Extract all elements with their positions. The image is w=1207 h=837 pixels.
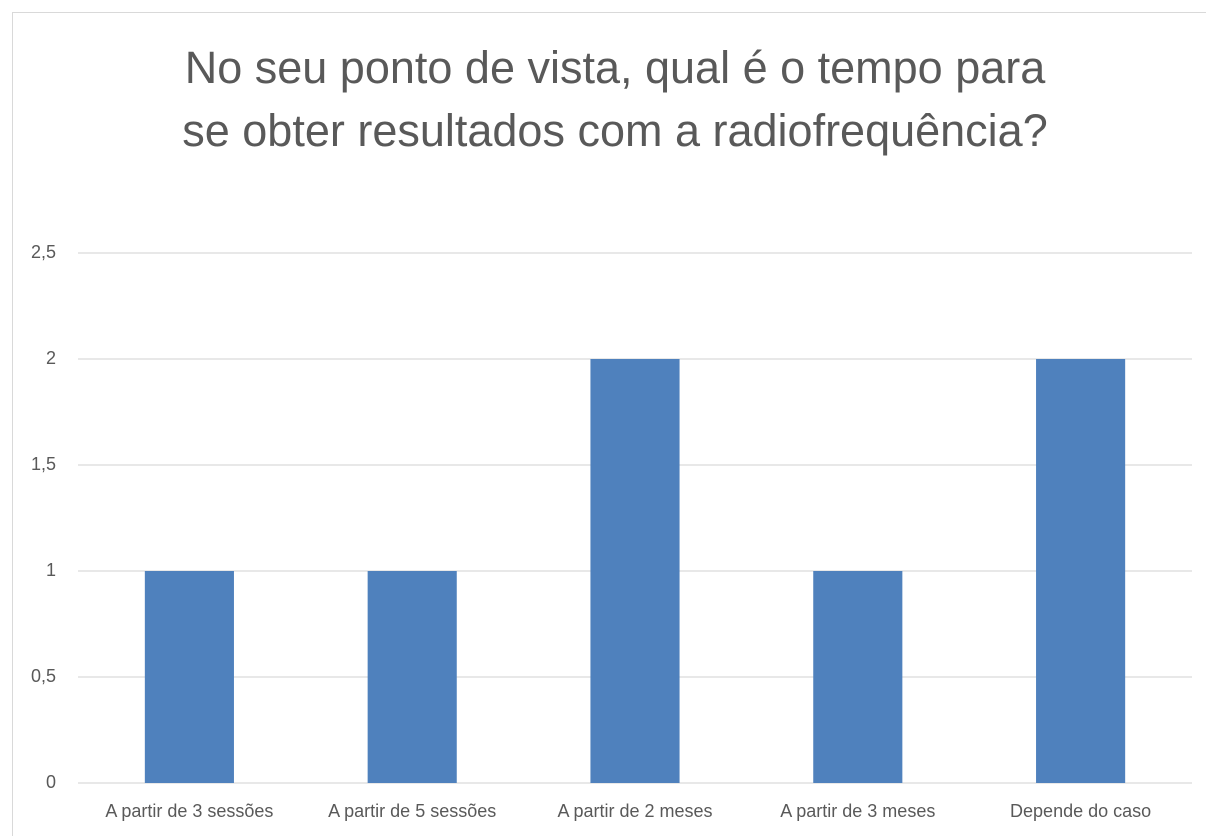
- chart-title: No seu ponto de vista, qual é o tempo pa…: [182, 42, 1048, 156]
- bar: [1036, 359, 1126, 783]
- x-tick-label: A partir de 3 meses: [780, 801, 935, 821]
- bar: [813, 571, 903, 783]
- y-tick-label: 0: [46, 772, 56, 792]
- x-tick-label: A partir de 3 sessões: [105, 801, 273, 821]
- x-tick-label: A partir de 5 sessões: [328, 801, 496, 821]
- bar: [367, 571, 457, 783]
- y-tick-label: 1,5: [31, 454, 56, 474]
- bar: [590, 359, 680, 783]
- y-tick-label: 1: [46, 560, 56, 580]
- x-tick-label: Depende do caso: [1010, 801, 1151, 821]
- y-tick-label: 0,5: [31, 666, 56, 686]
- y-tick-label: 2,5: [31, 242, 56, 262]
- bar: [144, 571, 234, 783]
- chart-frame: [12, 12, 1206, 836]
- x-tick-label: A partir de 2 meses: [557, 801, 712, 821]
- y-tick-label: 2: [46, 348, 56, 368]
